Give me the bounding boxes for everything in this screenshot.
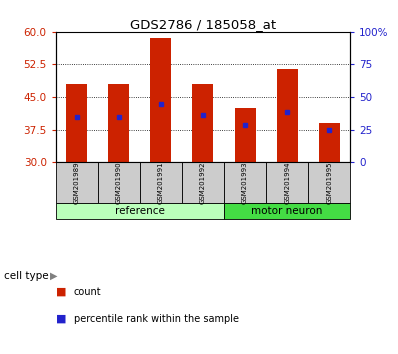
- Text: GSM201995: GSM201995: [326, 162, 332, 204]
- Bar: [150, 38, 172, 162]
- Text: GSM201994: GSM201994: [284, 162, 290, 204]
- Bar: [182, 162, 224, 204]
- Bar: [66, 84, 87, 162]
- Text: GSM201993: GSM201993: [242, 162, 248, 204]
- Text: GSM201989: GSM201989: [74, 162, 80, 204]
- Text: ▶: ▶: [50, 271, 57, 281]
- Title: GDS2786 / 185058_at: GDS2786 / 185058_at: [130, 18, 276, 31]
- Bar: [277, 69, 298, 162]
- Text: GSM201991: GSM201991: [158, 162, 164, 204]
- Bar: [308, 162, 350, 204]
- Text: ■: ■: [56, 287, 66, 297]
- Text: count: count: [74, 287, 101, 297]
- Text: reference: reference: [115, 206, 165, 217]
- Bar: [108, 84, 129, 162]
- Bar: [193, 84, 213, 162]
- Bar: [224, 204, 350, 219]
- Text: percentile rank within the sample: percentile rank within the sample: [74, 314, 239, 324]
- Bar: [56, 204, 224, 219]
- Text: GSM201992: GSM201992: [200, 162, 206, 204]
- Bar: [140, 162, 182, 204]
- Bar: [319, 123, 340, 162]
- Text: GSM201990: GSM201990: [116, 162, 122, 204]
- Bar: [266, 162, 308, 204]
- Bar: [56, 162, 98, 204]
- Text: cell type: cell type: [4, 271, 49, 281]
- Text: ■: ■: [56, 314, 66, 324]
- Bar: [234, 108, 256, 162]
- Text: motor neuron: motor neuron: [252, 206, 323, 217]
- Bar: [224, 162, 266, 204]
- Bar: [98, 162, 140, 204]
